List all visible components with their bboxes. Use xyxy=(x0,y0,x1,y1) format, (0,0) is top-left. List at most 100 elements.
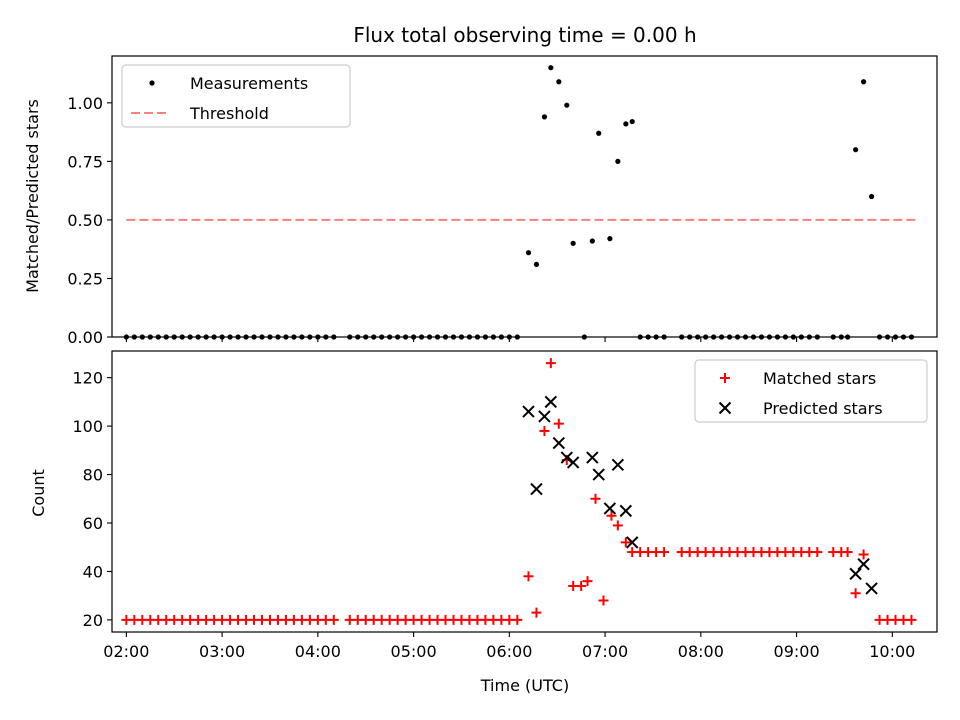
marker-stroke xyxy=(522,405,535,418)
measurement-point xyxy=(589,238,595,244)
matched-star-point xyxy=(545,358,556,369)
measurement-point xyxy=(830,334,836,340)
measurement-point xyxy=(548,65,554,71)
measurement-point xyxy=(750,334,757,340)
matched-star-point xyxy=(812,547,823,558)
x-tick-label: 09:00 xyxy=(774,642,820,661)
y-tick-label: 0.50 xyxy=(67,211,103,230)
measurement-point xyxy=(868,193,875,200)
measurement-point xyxy=(395,334,401,340)
measurement-point xyxy=(876,334,883,340)
legend-entry-label: Predicted stars xyxy=(763,399,883,418)
predicted-star-point xyxy=(603,502,617,515)
measurement-point xyxy=(323,334,329,340)
measurement-point xyxy=(227,334,233,340)
measurement-point xyxy=(564,102,570,108)
measurement-point xyxy=(482,334,489,340)
matched-star-point xyxy=(858,549,869,560)
measurement-point xyxy=(403,334,409,340)
measurement-point xyxy=(596,130,602,136)
measurement-point xyxy=(774,334,781,340)
measurement-point xyxy=(900,334,907,340)
predicted-star-point xyxy=(611,458,625,472)
marker-stroke xyxy=(544,395,558,409)
measurement-point xyxy=(171,334,177,340)
measurement-point xyxy=(442,334,449,340)
measurement-point xyxy=(623,121,629,127)
matched-star-point xyxy=(606,510,617,521)
predicted-star-point xyxy=(566,456,580,469)
matched-star-point xyxy=(842,547,853,558)
measurement-point xyxy=(315,334,321,340)
measurement-point xyxy=(615,158,621,164)
measurement-point xyxy=(379,334,385,340)
y-tick-label: 40 xyxy=(83,562,103,581)
marker-stroke xyxy=(560,451,573,464)
y-tick-label: 0.00 xyxy=(67,328,103,347)
measurement-point xyxy=(782,334,789,340)
measurement-point xyxy=(908,334,915,340)
x-axis-label: Time (UTC) xyxy=(480,676,569,695)
measurement-point xyxy=(710,334,717,340)
measurement-point xyxy=(307,334,313,340)
matched-star-point xyxy=(553,418,564,429)
measurement-point xyxy=(187,334,193,340)
measurement-point xyxy=(355,334,361,340)
measurement-point xyxy=(742,334,749,340)
y-tick-label: 80 xyxy=(83,466,103,485)
top-y-axis-label: Matched/Predicted stars xyxy=(23,99,42,293)
measurement-point xyxy=(645,334,651,340)
x-tick-label: 10:00 xyxy=(869,642,915,661)
marker-stroke xyxy=(566,456,580,469)
marker-stroke xyxy=(857,557,870,571)
measurement-point xyxy=(267,334,273,340)
measurement-point xyxy=(556,79,562,85)
matched-star-point xyxy=(582,576,593,587)
measurement-point xyxy=(490,334,496,340)
measurement-point xyxy=(458,334,465,340)
y-tick-label: 100 xyxy=(72,417,103,436)
legend-entry-label: Measurements xyxy=(190,74,308,93)
measurement-point xyxy=(581,334,587,340)
x-tick-label: 06:00 xyxy=(486,642,532,661)
marker-stroke xyxy=(530,482,543,496)
plot-frame xyxy=(111,350,938,633)
measurement-point xyxy=(718,334,725,340)
measurement-point xyxy=(726,334,733,340)
measurement-point xyxy=(798,334,804,340)
measurement-point xyxy=(474,334,481,340)
matched-star-point xyxy=(512,614,523,625)
measurement-point xyxy=(466,334,473,340)
matched-star-point xyxy=(531,607,542,618)
measurement-point xyxy=(243,334,249,340)
matched-star-point xyxy=(906,614,917,625)
measurement-point xyxy=(498,334,504,340)
measurement-point xyxy=(418,334,425,340)
measurement-point xyxy=(331,334,337,340)
y-tick-label: 20 xyxy=(83,611,103,630)
measurement-point xyxy=(410,334,417,340)
bottom-panel: Count Time (UTC) 20 40 60 80 100 120 02:00 03:0… xyxy=(29,350,938,695)
legend: Matched stars Predicted stars xyxy=(694,359,928,423)
measurement-point xyxy=(758,334,765,340)
bottom-y-axis-label: Count xyxy=(29,469,48,517)
predicted-star-point xyxy=(544,395,558,409)
matched-star-point xyxy=(539,425,550,436)
x-tick-label: 07:00 xyxy=(582,642,628,661)
x-tick-label: 08:00 xyxy=(678,642,724,661)
y-tick-label: 60 xyxy=(83,514,103,533)
y-tick-label: 0.75 xyxy=(67,152,103,171)
measurement-point xyxy=(687,334,693,340)
predicted-star-point xyxy=(857,557,870,571)
measurement-point xyxy=(434,334,441,340)
y-tick-label: 0.25 xyxy=(67,269,103,288)
measurement-point xyxy=(845,334,851,340)
marker-stroke xyxy=(603,502,617,515)
measurement-point xyxy=(426,334,433,340)
measurement-point xyxy=(607,236,613,242)
measurement-point xyxy=(860,79,867,85)
measurement-point xyxy=(629,118,635,125)
measurement-point xyxy=(275,334,281,340)
measurement-point xyxy=(147,334,153,340)
